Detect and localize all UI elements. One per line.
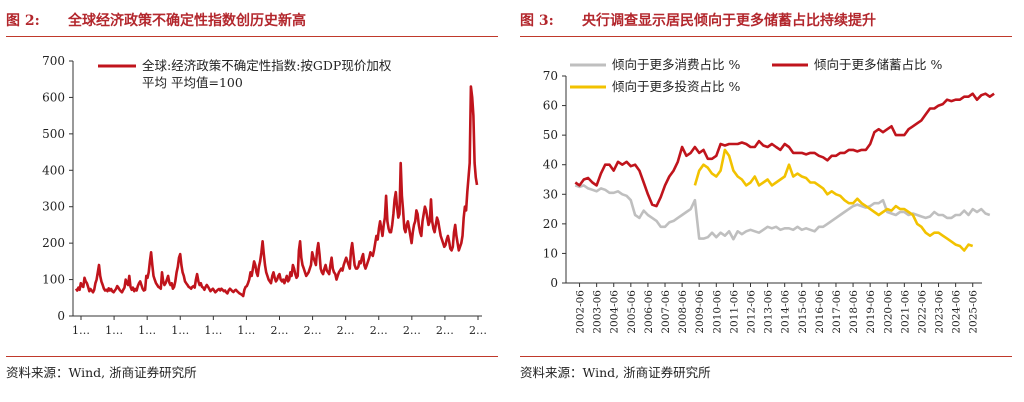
y-tick-label: 50 <box>543 128 558 142</box>
x-tick-label: 2… <box>370 324 388 337</box>
x-tick-label: 1… <box>72 324 90 337</box>
x-tick-label: 2013-06 <box>763 290 775 334</box>
y-tick-label: 40 <box>543 158 558 172</box>
y-tick-label: 10 <box>543 246 558 260</box>
epu-chart: 0 100 200 300 400 500 600 700 1… 1… 1… 1… 1… 1… 2… 2… 2…… <box>42 54 487 337</box>
x-tick-label: 2024-06 <box>951 290 963 334</box>
x-tick-label: 2012-06 <box>745 290 757 334</box>
y-tick-label: 500 <box>42 127 65 141</box>
x-tick-label: 2… <box>436 324 454 337</box>
y-tick-label: 400 <box>42 163 65 177</box>
legend-line-2: 平均 平均值=100 <box>142 75 243 90</box>
y-tick-label: 600 <box>42 90 65 104</box>
series-line-savings <box>574 92 995 208</box>
legend-label: 倾向于更多储蓄占比 % <box>814 57 942 72</box>
y-tick-label: 700 <box>42 54 65 68</box>
x-tick-label: 2009-06 <box>694 290 706 334</box>
x-tick-label: 2… <box>271 324 289 337</box>
series-line-consumption <box>574 184 991 241</box>
y-tick-label: 60 <box>543 99 558 113</box>
source-note: 资料来源：Wind, 浙商证券研究所 <box>6 365 197 380</box>
x-tick-label: 2022-06 <box>916 290 928 334</box>
x-tick-label: 2008-06 <box>677 290 689 334</box>
x-tick-label: 2003-06 <box>592 290 604 334</box>
series-line-epu <box>74 85 479 298</box>
x-tick-label: 2002-06 <box>575 290 587 334</box>
y-tick-label: 20 <box>543 217 558 231</box>
chart-panel-epu: 图 2: 全球经济政策不确定性指数创历史新高 0 100 200 300 400 500 60… <box>6 0 506 402</box>
figure-title-text: 央行调查显示居民倾向于更多储蓄占比持续提升 <box>582 13 876 29</box>
x-tick-label: 2006-06 <box>643 290 655 334</box>
x-tick-label: 2004-06 <box>609 290 621 334</box>
x-tick-label: 1… <box>204 324 222 337</box>
x-tick-label: 2015-06 <box>797 290 809 334</box>
y-tick-label: 30 <box>543 187 558 201</box>
x-tick-label: 2014-06 <box>780 290 792 334</box>
source-rule <box>520 356 1012 357</box>
figure-title-text: 全球经济政策不确定性指数创历史新高 <box>68 13 306 29</box>
legend-label: 倾向于更多消费占比 % <box>612 57 740 72</box>
source-note: 资料来源：Wind, 浙商证券研究所 <box>520 365 711 380</box>
x-tick-label: 2017-06 <box>831 290 843 334</box>
x-tick-label: 2… <box>337 324 355 337</box>
series-line-investment <box>693 148 974 252</box>
figure-title: 图 2: 全球经济政策不确定性指数创历史新高 <box>6 10 306 32</box>
x-tick-label: 2023-06 <box>934 290 946 334</box>
title-rule <box>6 36 498 37</box>
x-tick-label: 1… <box>105 324 123 337</box>
x-tick-label: 1… <box>237 324 255 337</box>
x-tick-label: 2019-06 <box>865 290 877 334</box>
x-tick-label: 2016-06 <box>814 290 826 334</box>
x-tick-label: 2011-06 <box>728 290 740 334</box>
y-tick-label: 100 <box>42 273 65 287</box>
figure-number: 图 2: <box>6 13 40 29</box>
y-tick-label: 200 <box>42 236 65 250</box>
x-tick-label: 2… <box>469 324 487 337</box>
x-tick-label: 2… <box>403 324 421 337</box>
x-tick-label: 2010-06 <box>711 290 723 334</box>
legend-line-1: 全球:经济政策不确定性指数:按GDP现价加权 <box>142 58 392 73</box>
figure-number: 图 3: <box>520 13 554 29</box>
x-tick-label: 2018-06 <box>848 290 860 334</box>
y-tick-label: 0 <box>550 276 558 290</box>
x-tick-label: 2005-06 <box>626 290 638 334</box>
x-tick-label: 2021-06 <box>899 290 911 334</box>
x-tick-label: 1… <box>138 324 156 337</box>
y-tick-label: 300 <box>42 200 65 214</box>
legend-label-epu: 全球:经济政策不确定性指数:按GDP现价加权平均 平均值=100 <box>142 58 392 90</box>
x-tick-label: 2020-06 <box>882 290 894 334</box>
resident-survey-chart: 0 10 20 30 40 50 60 70 2002-06 2003-06 2004-06 2005… <box>543 57 995 334</box>
figure-title: 图 3: 央行调查显示居民倾向于更多储蓄占比持续提升 <box>520 10 876 32</box>
legend-label: 倾向于更多投资占比 % <box>612 79 740 94</box>
chart-panel-resident-survey: 图 3: 央行调查显示居民倾向于更多储蓄占比持续提升 0 10 20 30 40 50 60 7… <box>520 0 1020 402</box>
source-rule <box>6 356 498 357</box>
y-tick-label: 0 <box>57 309 65 323</box>
x-tick-label: 2025-06 <box>968 290 980 334</box>
y-tick-label: 70 <box>543 69 558 83</box>
x-tick-label: 1… <box>171 324 189 337</box>
x-tick-label: 2007-06 <box>660 290 672 334</box>
x-tick-label: 2… <box>304 324 322 337</box>
title-rule <box>520 36 1012 37</box>
